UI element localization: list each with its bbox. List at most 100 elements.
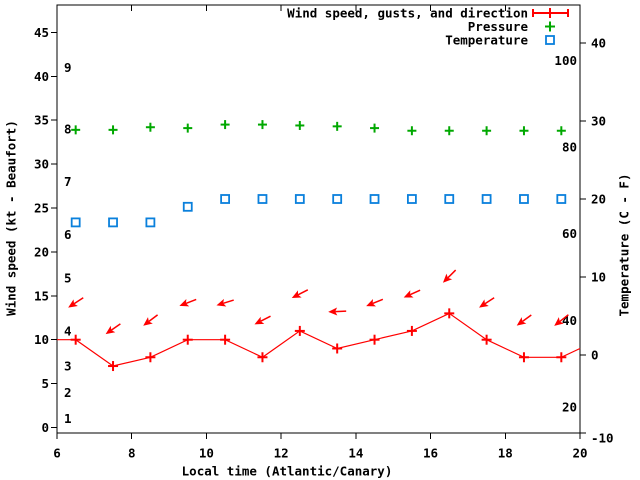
temperature-marker [108, 217, 118, 228]
left-tick-label: 20 [34, 244, 49, 259]
wind-speed-marker [332, 343, 343, 354]
beaufort-label: 1 [64, 411, 72, 426]
wind-speed-marker [220, 334, 231, 345]
legend: Wind speed, gusts, and directionPressure… [287, 6, 569, 48]
pressure-marker [482, 126, 492, 136]
right-tick-label: -10 [591, 431, 614, 446]
left-tick-label: 45 [34, 25, 49, 40]
wind-speed-marker [481, 334, 492, 345]
left-tick-label: 40 [34, 69, 49, 84]
temperature-marker [519, 194, 529, 204]
pressure-marker [183, 123, 193, 133]
pressure-marker [257, 120, 267, 130]
pressure-marker [220, 120, 230, 130]
x-tick-label: 16 [423, 446, 438, 461]
plot-border [56, 4, 581, 434]
wind-speed-marker [182, 334, 193, 345]
x-axis [56, 5, 581, 439]
wind-speed-marker [556, 352, 567, 363]
beaufort-label: 3 [64, 359, 72, 374]
wind-direction-arrow-icon [143, 314, 159, 326]
wind-direction-arrow-icon [328, 307, 347, 316]
pressure-marker [145, 122, 155, 132]
temperature-marker [182, 201, 193, 212]
wind-direction-arrow-icon [68, 297, 84, 308]
wind-speed-marker [518, 352, 529, 363]
temperature-marker [332, 194, 343, 204]
wind-direction-arrow-icon [254, 315, 271, 325]
temperature-marker [406, 194, 417, 204]
pressure-marker [370, 123, 380, 133]
temperature-marker [70, 217, 81, 228]
wind-speed-marker [70, 334, 81, 345]
pressure-marker [108, 125, 118, 135]
left-tick-label: 10 [34, 332, 49, 347]
pressure-series [71, 120, 566, 136]
pressure-marker [519, 126, 529, 136]
beaufort-label: 6 [64, 227, 72, 242]
pressure-marker [556, 126, 566, 136]
wind-series [57, 308, 581, 372]
beaufort-label: 9 [64, 60, 72, 75]
x-tick-label: 18 [498, 446, 513, 461]
temperature-marker [257, 194, 268, 204]
x-tick-label: 6 [53, 446, 61, 461]
pressure-marker [71, 125, 81, 135]
x-tick-label: 14 [348, 446, 363, 461]
x-tick-label: 20 [572, 446, 587, 461]
left-tick-label: 0 [41, 420, 49, 435]
x-tick-label: 12 [274, 446, 289, 461]
wind-direction-arrow-icon [105, 323, 121, 335]
legend-label-wind: Wind speed, gusts, and direction [287, 6, 528, 21]
right-axis-title: Temperature (C - F) [617, 174, 632, 317]
wind-direction-arrow-icon [554, 314, 569, 326]
temperature-series [70, 194, 567, 228]
wind-speed-marker [444, 308, 455, 319]
x-axis-title: Local time (Atlantic/Canary) [182, 464, 393, 479]
wind-speed-marker [257, 352, 268, 363]
beaufort-label: 5 [64, 271, 72, 286]
legend-sample-temperature [545, 35, 555, 45]
temperature-marker [145, 217, 156, 228]
fahrenheit-label: 20 [562, 400, 577, 415]
wind-direction-arrow-icon [403, 289, 421, 298]
beaufort-label: 8 [64, 121, 72, 136]
beaufort-label: 7 [64, 174, 72, 189]
left-tick-label: 30 [34, 157, 49, 172]
right-tick-label: 20 [591, 192, 606, 207]
beaufort-label: 2 [64, 385, 72, 400]
wind-speed-marker [406, 325, 417, 336]
wind-speed-marker [294, 325, 305, 336]
x-tick-label: 10 [199, 446, 214, 461]
wind-direction-arrow-icon [216, 298, 234, 307]
right-tick-label: 40 [591, 36, 606, 51]
pressure-marker [444, 126, 454, 136]
temperature-marker [220, 194, 231, 204]
pressure-marker [295, 120, 305, 130]
left-tick-label: 35 [34, 113, 49, 128]
left-tick-label: 15 [34, 288, 49, 303]
wind-speed-marker [145, 352, 156, 363]
wind-direction-arrow-icon [442, 269, 457, 283]
fahrenheit-label: 60 [562, 226, 577, 241]
right-tick-label: 10 [591, 270, 606, 285]
legend-sample-pressure [545, 21, 555, 32]
legend-label-pressure: Pressure [468, 19, 529, 34]
wind-direction-arrow-icon [366, 298, 384, 307]
fahrenheit-label: 80 [562, 140, 577, 155]
temperature-marker [294, 194, 305, 204]
right-tick-label: 30 [591, 114, 606, 129]
legend-label-temperature: Temperature [445, 33, 528, 48]
wind-speed-marker [369, 334, 380, 345]
left-axis [51, 31, 57, 428]
pressure-marker [332, 121, 342, 131]
wind-direction-arrow-icon [291, 289, 309, 298]
right-axis [580, 42, 586, 434]
wind-direction-arrows [68, 269, 569, 335]
left-axis-title: Wind speed (kt - Beaufort) [4, 120, 19, 316]
wind-speed-line [57, 312, 581, 367]
wind-speed-marker [108, 361, 119, 372]
left-tick-label: 5 [41, 376, 49, 391]
